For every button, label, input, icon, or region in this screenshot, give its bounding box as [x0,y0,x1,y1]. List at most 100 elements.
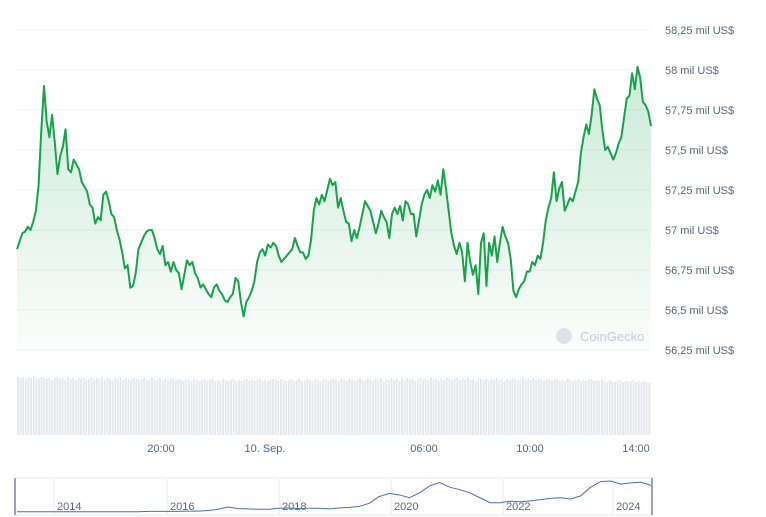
volume-bar [216,380,219,435]
volume-bar [135,379,138,435]
volume-bar [461,379,464,435]
volume-bar [237,380,240,435]
volume-bar [627,382,630,435]
volume-bar [643,381,645,435]
y-tick-label: 58 mil US$ [665,65,719,77]
volume-bar [419,378,422,435]
volume-bar [230,380,232,435]
volume-bar [285,381,288,435]
volume-bar [293,381,296,435]
volume-bar [17,377,19,435]
volume-bar [190,381,193,435]
volume-bar [519,379,522,435]
volume-bar [469,380,472,435]
volume-bar [579,381,582,435]
volume-bar [548,380,551,435]
volume-bar [219,381,222,435]
volume-bar [477,378,480,435]
volume-bar [524,380,527,435]
volume-bar [564,381,567,435]
volume-bar [19,378,22,435]
volume-bar [616,381,619,435]
navigator-handle-right[interactable] [651,478,653,515]
volume-bar [440,379,443,435]
navigator[interactable]: 2014 2016 2018 2020 2022 2024 [14,477,653,516]
volume-bar [153,380,156,435]
volume-bar [587,380,590,435]
volume-bar [348,379,351,435]
volume-bar [145,380,148,435]
volume-bar [40,377,43,435]
volume-bar [514,379,517,435]
volume-bar [316,380,319,435]
volume-bar [209,380,211,435]
volume-bar [535,380,538,435]
volume-bar [98,379,101,435]
volume-bar [472,379,474,435]
volume-bar [195,380,198,435]
volume-bar [306,379,309,435]
volume-bar [445,378,448,435]
x-tick-label: 10. Sep. [245,443,286,455]
volume-bar [119,377,122,435]
navigator-year-label: 2020 [394,501,418,513]
volume-bar [416,379,419,435]
volume-bar [69,379,72,435]
y-tick-label: 56,25 mil US$ [665,345,734,357]
volume-bar [574,380,577,435]
volume-bar [290,379,293,435]
volume-bar [330,380,332,435]
volume-bar [611,381,614,435]
volume-bar [214,381,217,435]
volume-bar [340,379,343,435]
volume-bar [437,381,440,435]
volume-bars [17,376,651,435]
volume-bar [582,380,585,435]
volume-bar [272,379,275,435]
volume-bar [332,379,335,435]
volume-bar [159,378,161,435]
navigator-handle-left[interactable] [14,478,16,515]
volume-bar [372,381,374,435]
volume-bar [30,378,32,435]
volume-bar [353,381,356,435]
price-area [17,66,651,351]
volume-bar [619,380,622,435]
volume-bar [432,380,435,435]
navigator-year-label: 2018 [282,501,306,513]
volume-bar [222,379,225,435]
volume-bar [369,380,372,435]
volume-bar [458,380,461,435]
volume-bar [82,378,85,435]
volume-bar [540,380,543,435]
volume-bar [385,379,388,435]
volume-bar [624,381,627,435]
volume-bar [482,380,485,435]
navigator-year-label: 2014 [57,501,81,513]
volume-bar [224,380,227,435]
volume-bar [601,380,603,435]
volume-bar [156,379,159,435]
volume-bar [280,379,282,435]
volume-bar [327,381,330,435]
volume-bar [66,377,69,435]
volume-bar [95,378,98,435]
volume-bar [169,378,172,435]
price-line[interactable] [16,65,652,318]
volume-bar [480,379,482,435]
volume-bar [122,380,125,435]
volume-bar [411,379,414,435]
volume-bar [543,381,545,435]
y-tick-label: 56,75 mil US$ [665,265,734,277]
volume-bar [516,380,519,435]
volume-bar [456,378,459,435]
volume-bar [287,380,290,435]
volume-bar [56,377,59,435]
volume-bar [595,380,598,435]
volume-bar [393,380,396,435]
volume-bar [498,380,501,435]
volume-bar [295,380,298,435]
volume-bar [259,379,261,435]
volume-bar [635,382,638,435]
